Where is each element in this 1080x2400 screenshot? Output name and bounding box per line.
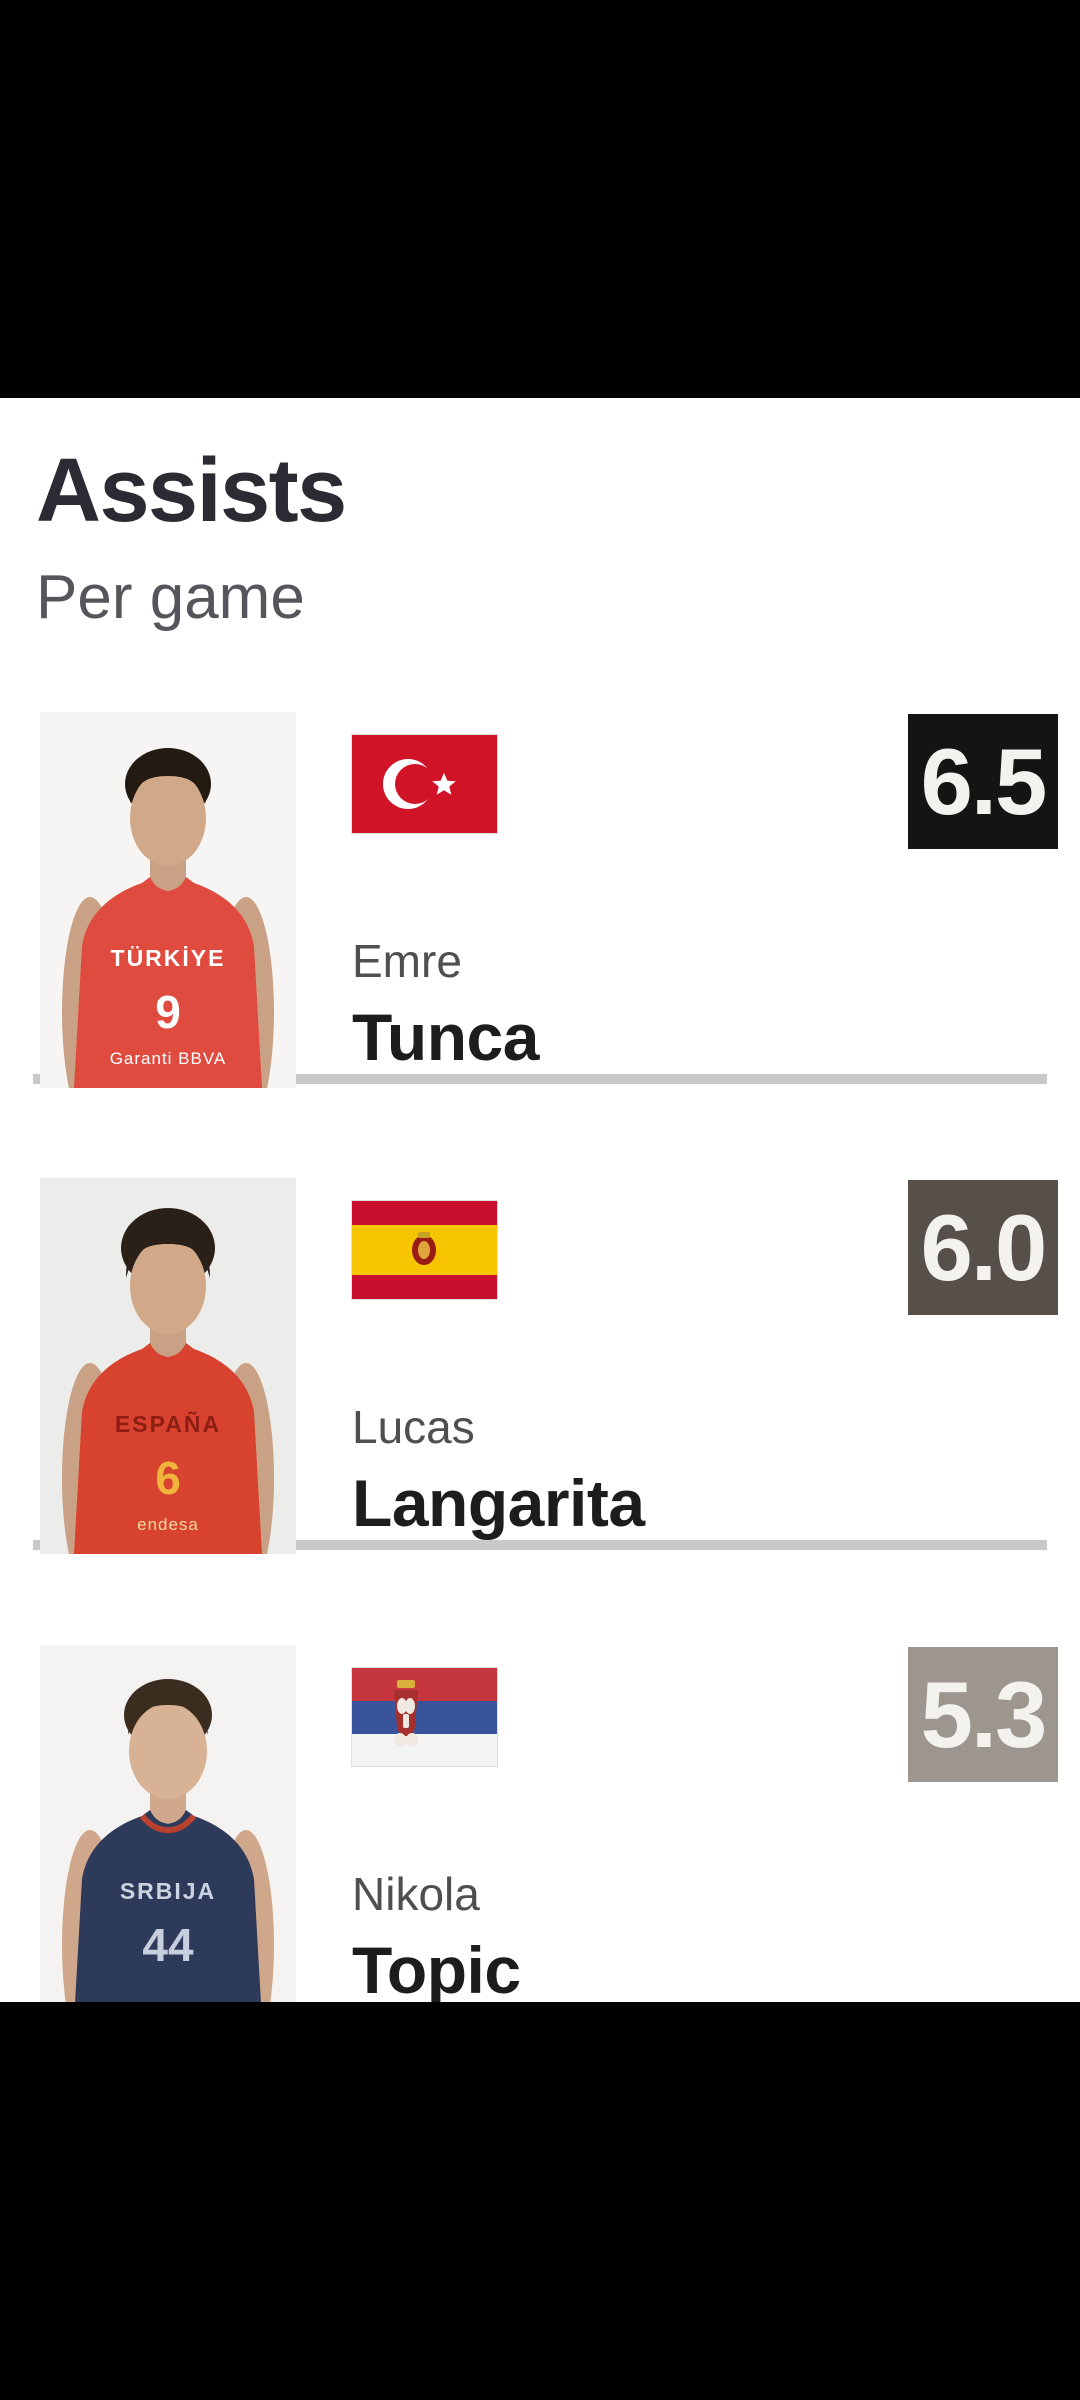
player-photo-illustration: ESPAÑA 6 endesa	[40, 1178, 296, 1593]
row-divider	[33, 1074, 1047, 1084]
jersey-team-text: TÜRKİYE	[111, 945, 226, 971]
jersey-team-text: SRBIJA	[120, 1878, 216, 1904]
stat-value-badge: 6.0	[908, 1180, 1058, 1315]
spain-flag	[352, 1201, 497, 1299]
player-photo: TÜRKİYE 9 Garanti BBVA	[40, 712, 296, 1127]
jersey-sponsor-text: Garanti BBVA	[110, 1049, 227, 1068]
jersey-team-text: ESPAÑA	[115, 1410, 221, 1437]
player-first-name: Emre	[352, 935, 462, 987]
player-row[interactable]: TÜRKİYE 9 Garanti BBVA Emre Tunca 6.5	[0, 712, 1080, 1178]
player-last-name: Tunca	[352, 1000, 539, 1074]
jersey-number: 44	[142, 1919, 194, 1971]
stat-value: 5.3	[920, 1661, 1048, 1767]
jersey-number: 9	[155, 986, 181, 1038]
player-photo: SRBIJA 44	[40, 1645, 296, 2002]
row-divider	[33, 1540, 1047, 1550]
page-title: Assists	[36, 441, 347, 541]
player-last-name: Topic	[352, 1933, 521, 2002]
serbia-flag	[352, 1668, 497, 1766]
player-row[interactable]: ESPAÑA 6 endesa Lucas Langarita 6.0	[0, 1178, 1080, 1644]
stat-value: 6.5	[920, 728, 1048, 834]
player-last-name: Langarita	[352, 1466, 645, 1540]
stat-value-badge: 6.5	[908, 714, 1058, 849]
player-first-name: Nikola	[352, 1868, 480, 1920]
page-subtitle: Per game	[36, 563, 305, 632]
player-photo: ESPAÑA 6 endesa	[40, 1178, 296, 1593]
stat-value-badge: 5.3	[908, 1647, 1058, 1782]
player-row[interactable]: SRBIJA 44 Nikol	[0, 1645, 1080, 2002]
stat-leaders-panel: Assists Per game TÜRKİYE 9 Garanti BBVA	[0, 398, 1080, 2002]
jersey-number: 6	[155, 1452, 181, 1504]
jersey-sponsor-text: endesa	[137, 1515, 199, 1534]
player-photo-illustration: SRBIJA 44	[40, 1645, 296, 2002]
player-photo-illustration: TÜRKİYE 9 Garanti BBVA	[40, 712, 296, 1127]
player-first-name: Lucas	[352, 1401, 475, 1453]
turkey-flag	[352, 735, 497, 833]
stat-value: 6.0	[920, 1194, 1048, 1300]
